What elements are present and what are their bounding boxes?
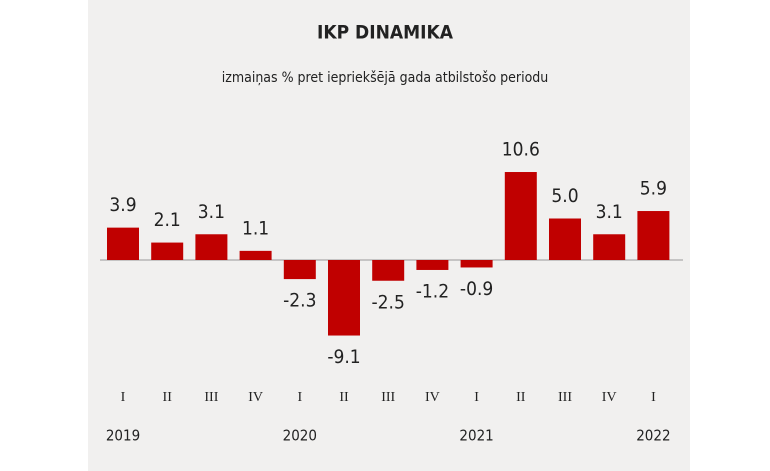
value-label: 3.9	[109, 194, 136, 216]
x-tick-label: IV	[425, 390, 440, 405]
bar	[107, 227, 139, 260]
x-tick-label: II	[339, 390, 349, 405]
chart-subtitle: izmaiņas % pret iepriekšējā gada atbilst…	[222, 70, 549, 86]
x-tick-label: III	[558, 390, 572, 405]
bar	[593, 234, 626, 260]
year-label: 2020	[283, 427, 317, 445]
value-label: -0.9	[460, 278, 493, 300]
bar	[328, 260, 360, 336]
value-label: -2.3	[283, 290, 316, 312]
value-label: -9.1	[327, 346, 360, 368]
bar	[372, 260, 405, 281]
background	[88, 0, 690, 471]
bar	[460, 260, 493, 268]
value-label: 3.1	[198, 201, 225, 223]
x-tick-label: IV	[248, 390, 263, 405]
bar	[549, 218, 581, 260]
bar	[283, 260, 316, 280]
x-tick-label: II	[163, 390, 173, 405]
chart-title: IKP DINAMIKA	[317, 22, 454, 44]
x-tick-label: I	[121, 390, 126, 405]
bar	[239, 250, 272, 260]
year-label: 2019	[106, 427, 140, 445]
x-tick-label: IV	[602, 390, 617, 405]
x-tick-label: II	[516, 390, 526, 405]
year-label: 2021	[459, 427, 493, 445]
bar	[637, 211, 670, 260]
value-label: -2.5	[372, 291, 405, 313]
x-tick-label: I	[474, 390, 479, 405]
x-tick-label: III	[204, 390, 218, 405]
x-tick-label: I	[651, 390, 656, 405]
value-label: -1.2	[416, 280, 449, 302]
bar	[416, 260, 449, 270]
value-label: 1.1	[242, 217, 269, 239]
value-label: 3.1	[596, 201, 623, 223]
value-label: 2.1	[154, 209, 181, 231]
x-tick-label: III	[381, 390, 395, 405]
bar	[195, 234, 228, 260]
bar	[504, 172, 537, 260]
bar	[151, 242, 184, 260]
value-label: 10.6	[502, 139, 540, 161]
value-label: 5.0	[551, 185, 578, 207]
year-label: 2022	[636, 427, 670, 445]
x-tick-label: I	[297, 390, 302, 405]
value-label: 5.9	[640, 178, 667, 200]
